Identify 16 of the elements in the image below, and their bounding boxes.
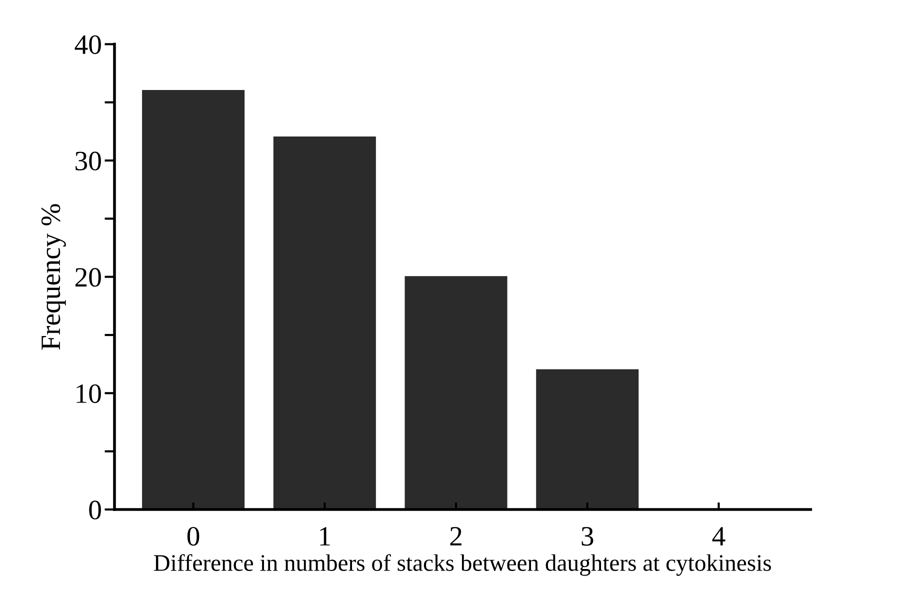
x-tick-label: 1 xyxy=(320,527,330,546)
bar xyxy=(536,369,639,510)
y-axis-title: Frequency % xyxy=(41,204,66,350)
x-tick-label: 2 xyxy=(450,527,462,546)
y-tick-label: 20 xyxy=(75,268,101,287)
bar xyxy=(142,90,245,510)
x-axis-title: Difference in numbers of stacks between daughters at cytokinesis xyxy=(154,554,771,576)
y-tick-label: 10 xyxy=(76,384,101,404)
bar xyxy=(404,276,508,510)
x-tick-label: 3 xyxy=(582,527,594,546)
y-tick-label: 30 xyxy=(76,152,101,170)
x-tick-label: 4 xyxy=(712,527,726,546)
x-tick-label: 0 xyxy=(187,526,200,546)
bar xyxy=(273,136,376,510)
y-tick-label: 0 xyxy=(89,500,101,520)
y-tick-label: 40 xyxy=(74,35,101,54)
